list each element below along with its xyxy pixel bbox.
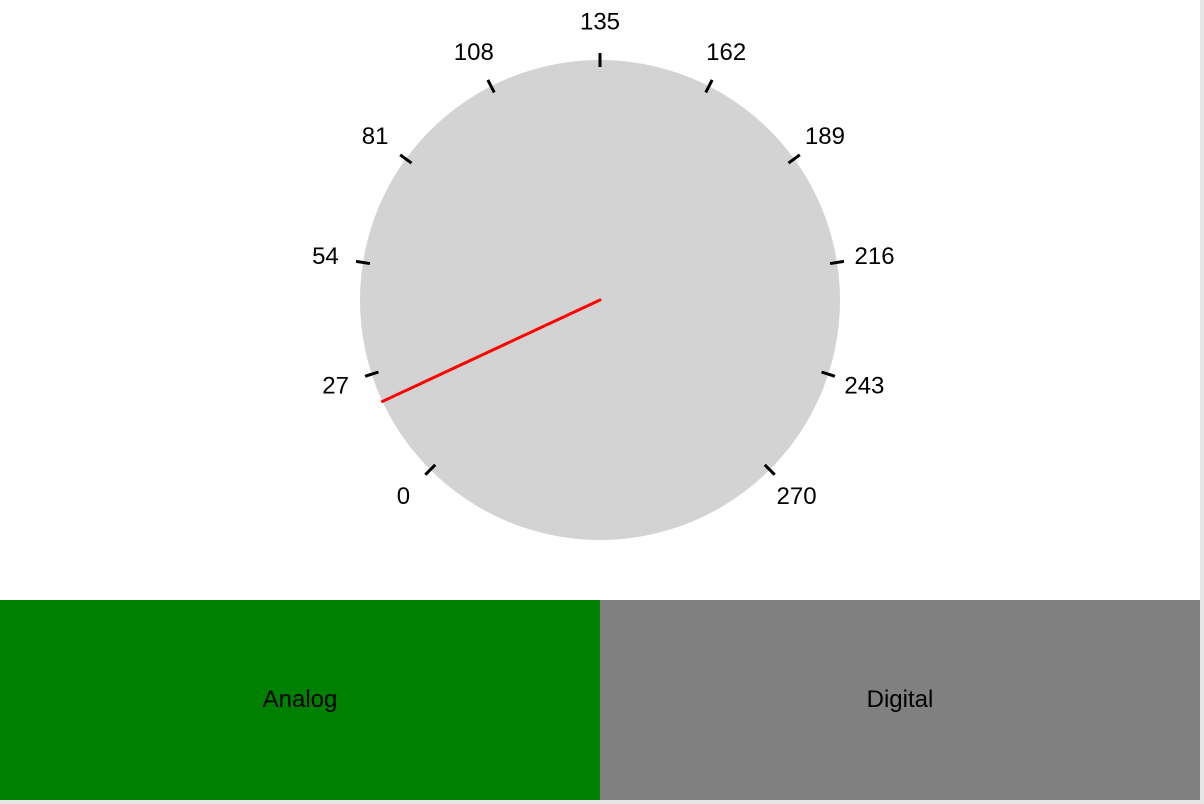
gauge-tick-label: 162 — [706, 39, 746, 66]
gauge-ticks — [355, 53, 845, 476]
gauge-tick-label: 27 — [322, 372, 349, 399]
gauge-tick-label: 135 — [580, 9, 620, 36]
gauge-tick — [399, 153, 413, 165]
gauge-tick-label: 243 — [844, 372, 884, 399]
gauge-tick-label: 216 — [855, 243, 895, 270]
gauge-tick — [787, 153, 801, 165]
gauge-tick-label: 189 — [805, 123, 845, 150]
gauge-tick — [364, 370, 379, 378]
gauge-tick — [821, 370, 836, 378]
gauge-tick — [424, 463, 437, 476]
gauge-tick-label: 0 — [397, 483, 410, 510]
analog-gauge: 0 27 54 81 108 135 162 189 216 243 270 — [312, 9, 895, 540]
gauge-tick-label: 270 — [777, 483, 817, 510]
gauge-tick-label: 81 — [362, 123, 389, 150]
gauge-tick — [704, 79, 714, 94]
gauge-tick — [763, 463, 776, 476]
gauge-tick-labels: 0 27 54 81 108 135 162 189 216 243 270 — [312, 9, 895, 511]
gauge-needle — [380, 298, 602, 403]
window-edge-right — [1200, 0, 1204, 804]
gauge-tick — [486, 79, 496, 94]
gauge-tick — [355, 259, 371, 266]
analog-mode-button[interactable]: Analog — [0, 600, 600, 800]
window-edge-bottom — [0, 800, 1204, 804]
gauge-tick-label: 54 — [312, 243, 339, 270]
mode-toggle-bar: Analog Digital — [0, 600, 1200, 800]
gauge-tick-label: 108 — [454, 39, 494, 66]
gauge-tick — [829, 259, 845, 266]
digital-mode-button[interactable]: Digital — [600, 600, 1200, 800]
